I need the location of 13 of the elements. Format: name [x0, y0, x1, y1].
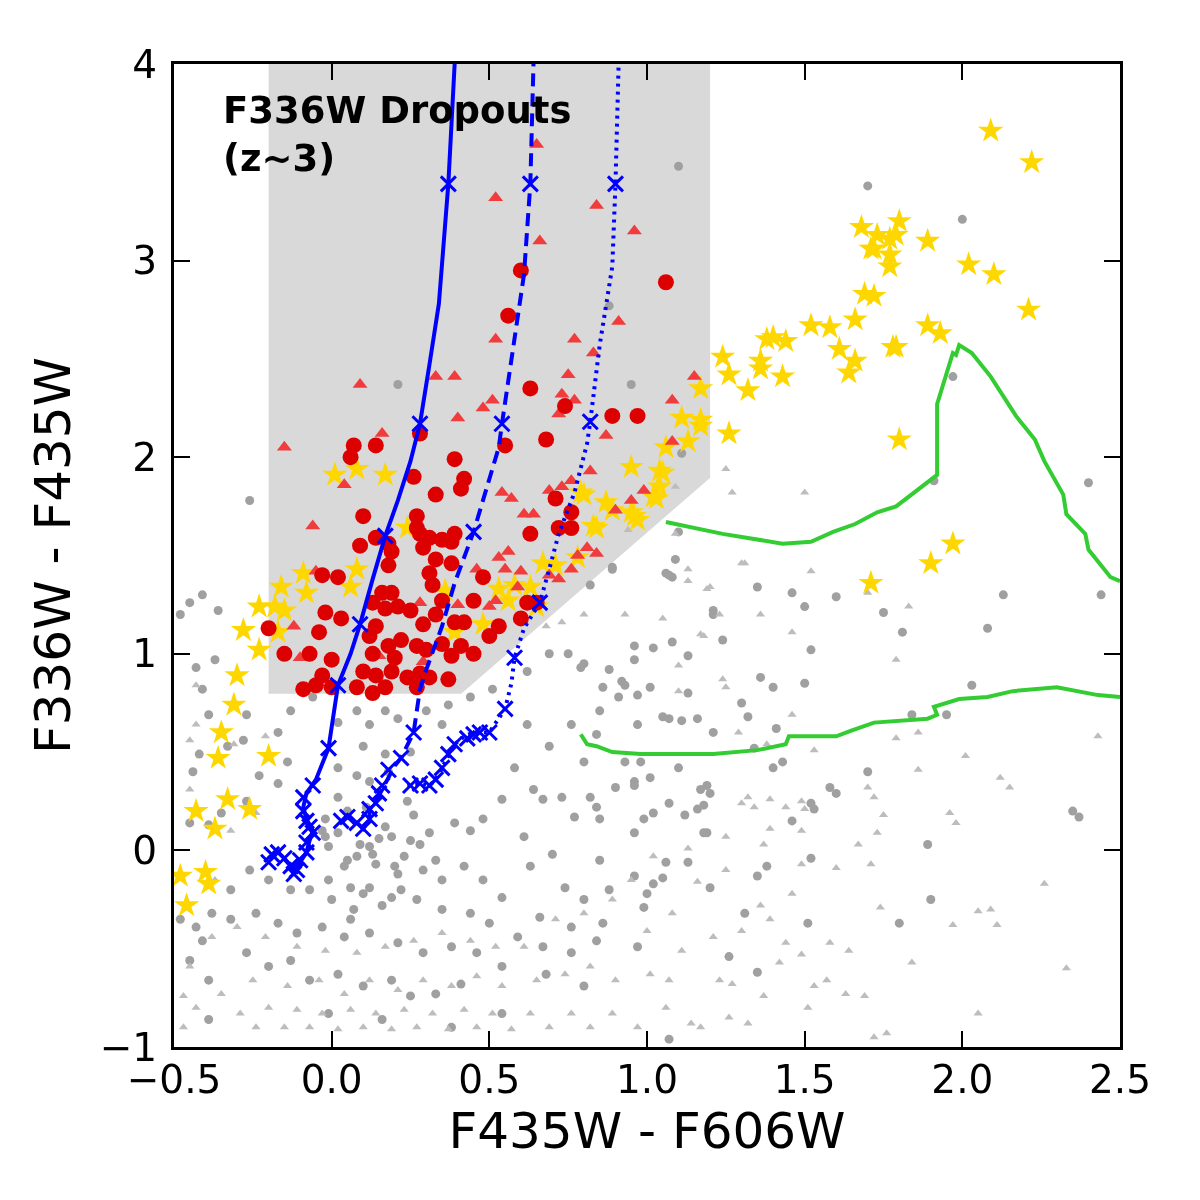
y-tick-label: 4	[132, 41, 158, 87]
x-tick-label: 0.0	[300, 1056, 363, 1102]
y-tick-label: 1	[132, 631, 158, 677]
x-tick-label: 2.0	[931, 1056, 994, 1102]
x-axis-title: F435W - F606W	[448, 1101, 846, 1160]
x-tick-label: 2.5	[1088, 1056, 1152, 1102]
y-axis-title: F336W - F435W	[23, 356, 82, 755]
x-tick-label: 1.0	[615, 1056, 679, 1102]
y-tick-label: 2	[132, 434, 158, 480]
x-tick-label: 0.5	[458, 1056, 521, 1102]
y-tick-label: 3	[132, 238, 158, 284]
x-tick-label: 1.5	[773, 1056, 836, 1102]
y-tick-label: 0	[132, 828, 158, 874]
